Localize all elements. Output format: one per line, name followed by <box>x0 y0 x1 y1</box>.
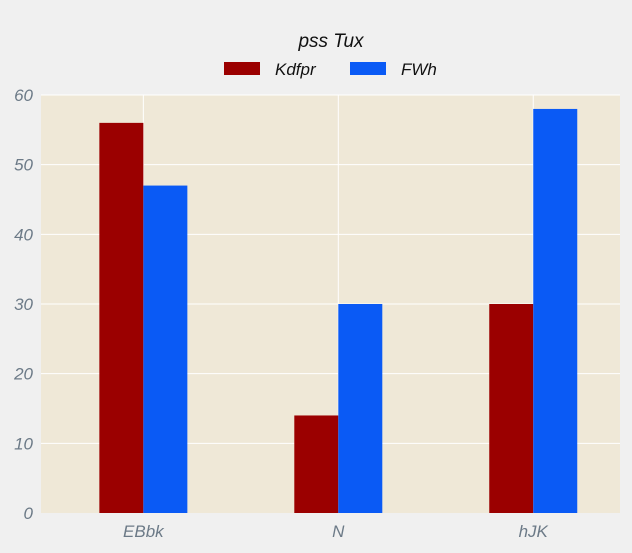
legend: Kdfpr FWh <box>224 60 437 79</box>
bar-FWh-hJK <box>533 108 578 513</box>
legend-swatch-series-0 <box>224 62 260 75</box>
y-tick-label-5: 50 <box>14 156 33 175</box>
bar-Kdfpr-EBbk <box>99 122 144 513</box>
x-tick-label-2: hJK <box>519 522 549 541</box>
chart-title: pss Tux <box>297 31 365 52</box>
y-tick-label-6: 60 <box>14 86 33 105</box>
y-axis-ticks: 0 10 20 30 40 50 60 <box>13 86 33 523</box>
x-tick-label-0: EBbk <box>123 522 165 541</box>
bar-FWh-N <box>338 304 383 513</box>
x-tick-label-1: N <box>332 522 345 541</box>
bars <box>99 108 578 514</box>
bar-Kdfpr-N <box>294 415 339 513</box>
y-tick-label-1: 10 <box>14 434 33 453</box>
y-tick-label-4: 40 <box>14 225 33 244</box>
y-tick-label-0: 0 <box>24 504 34 523</box>
legend-label-series-0: Kdfpr <box>275 60 317 79</box>
bar-Kdfpr-hJK <box>489 304 534 513</box>
y-tick-label-3: 30 <box>14 295 33 314</box>
legend-label-series-1: FWh <box>401 60 437 79</box>
legend-swatch-series-1 <box>350 62 386 75</box>
bar-FWh-EBbk <box>143 185 188 514</box>
y-tick-label-2: 20 <box>13 365 33 384</box>
